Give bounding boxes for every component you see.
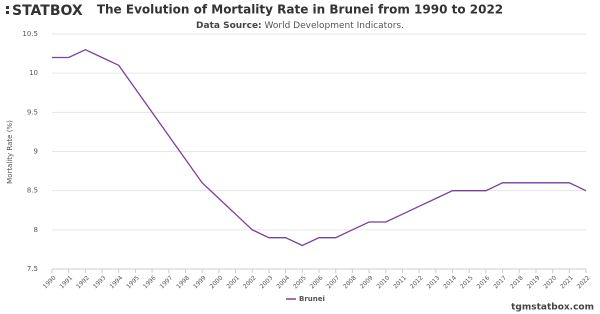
- x-tick-label: 2005: [292, 274, 308, 290]
- x-tick-label: 2008: [342, 274, 358, 290]
- x-tick-label: 2020: [542, 274, 558, 290]
- x-tick-label: 2012: [409, 274, 425, 290]
- x-tick-label: 2011: [392, 274, 408, 290]
- x-tick-label: 2002: [242, 274, 258, 290]
- x-tick-label: 2003: [259, 274, 275, 290]
- y-tick-label: 10: [29, 69, 38, 77]
- x-tick-label: 1990: [42, 274, 58, 290]
- logo: STATBOX: [6, 3, 83, 19]
- x-tick-label: 2006: [309, 274, 325, 290]
- logo-icon: [6, 6, 9, 9]
- x-tick-label: 2007: [325, 274, 341, 290]
- legend-label: Brunei: [299, 295, 325, 303]
- x-tick-label: 1999: [192, 274, 208, 290]
- x-tick-label: 1998: [175, 274, 191, 290]
- x-tick-label: 1996: [142, 274, 158, 290]
- source: World Development Indicators.: [265, 21, 404, 31]
- footer: tgmstatbox.com: [511, 303, 594, 313]
- x-tick-label: 2018: [509, 274, 525, 290]
- x-tick-label: 2016: [476, 274, 492, 290]
- chart-title: The Evolution of Mortality Rate in Brune…: [97, 3, 503, 17]
- y-tick-label: 9: [34, 148, 38, 156]
- x-tick-label: 2009: [359, 274, 375, 290]
- x-tick-label: 2021: [559, 274, 575, 290]
- logo-icon: [6, 11, 9, 14]
- x-tick-label: 2010: [375, 274, 391, 290]
- x-tick-label: 1992: [75, 274, 91, 290]
- x-tick-label: 1993: [92, 274, 108, 290]
- y-tick-label: 9.5: [27, 108, 38, 116]
- source-label: Data Source:: [196, 21, 262, 31]
- y-tick-label: 10.5: [22, 30, 38, 38]
- y-axis-label: Mortality Rate (%): [6, 120, 14, 184]
- x-tick-label: 2022: [576, 274, 592, 290]
- x-tick-label: 1997: [159, 274, 175, 290]
- x-tick-label: 2017: [492, 274, 508, 290]
- x-tick-label: 1994: [108, 274, 124, 290]
- x-tick-label: 2001: [225, 274, 241, 290]
- x-tick-label: 1995: [125, 274, 141, 290]
- x-tick-label: 2000: [209, 274, 225, 290]
- chart-subtitle: Data Source: World Development Indicator…: [196, 21, 404, 31]
- logo-text: STATBOX: [12, 3, 83, 19]
- x-tick-label: 1991: [58, 274, 74, 290]
- y-tick-label: 8.5: [27, 187, 38, 195]
- y-tick-label: 8: [34, 226, 38, 234]
- x-tick-label: 2015: [459, 274, 475, 290]
- data-line: [52, 48, 587, 247]
- x-tick-label: 2019: [526, 274, 542, 290]
- y-tick-label: 7.5: [27, 265, 38, 273]
- x-tick-label: 2014: [442, 274, 458, 290]
- x-tick-label: 2013: [426, 274, 442, 290]
- x-tick-label: 2004: [275, 274, 291, 290]
